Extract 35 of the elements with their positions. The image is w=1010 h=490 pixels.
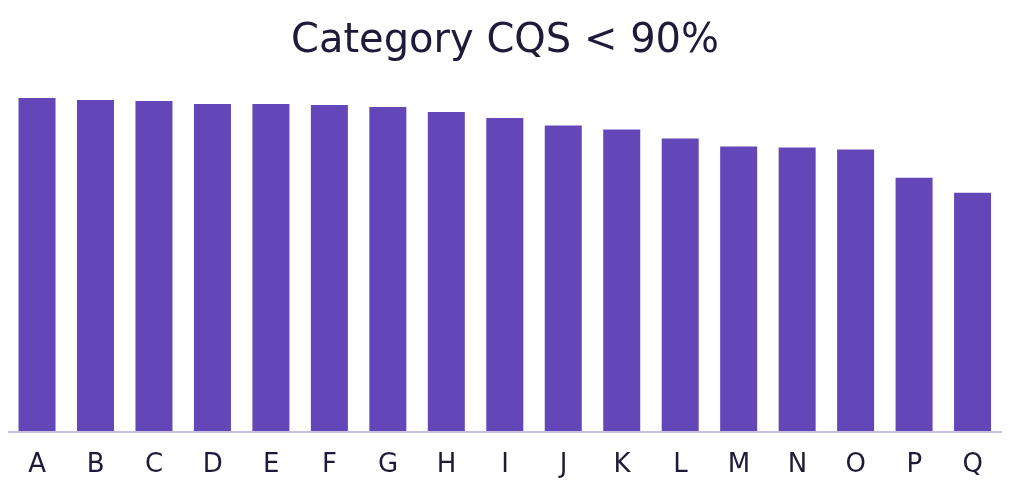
bar xyxy=(252,104,290,432)
x-tick-label: O xyxy=(845,448,867,479)
x-tick-label: B xyxy=(86,448,105,479)
bar xyxy=(135,101,173,432)
bar xyxy=(310,105,348,432)
bar xyxy=(661,138,699,432)
x-tick-label: H xyxy=(436,448,457,479)
chart-title: Category CQS < 90% xyxy=(289,14,721,63)
bar xyxy=(837,149,875,432)
x-tick-label: E xyxy=(262,448,280,479)
bar xyxy=(544,125,582,432)
bar xyxy=(18,98,56,432)
bar xyxy=(895,177,933,432)
x-tick-label: L xyxy=(673,448,689,479)
x-tick-label: C xyxy=(145,448,164,479)
bar xyxy=(954,192,992,432)
x-tick-label: Q xyxy=(962,448,983,479)
x-tick-label: F xyxy=(322,448,338,479)
x-tick-label: G xyxy=(377,448,399,479)
x-tick-label: P xyxy=(906,448,923,479)
x-tick-label: I xyxy=(501,448,509,479)
x-tick-label: N xyxy=(787,448,808,479)
bar xyxy=(603,129,641,432)
x-tick-label: A xyxy=(28,448,47,479)
bar xyxy=(486,118,524,432)
x-tick-label: J xyxy=(557,448,568,479)
bar xyxy=(778,147,816,432)
bar xyxy=(77,100,114,432)
bar xyxy=(369,107,407,432)
bar xyxy=(193,104,231,432)
bar xyxy=(720,146,758,432)
x-tick-label: M xyxy=(727,448,751,479)
x-tick-label: K xyxy=(613,448,632,479)
x-tick-label: D xyxy=(202,448,223,479)
bar xyxy=(427,112,465,432)
